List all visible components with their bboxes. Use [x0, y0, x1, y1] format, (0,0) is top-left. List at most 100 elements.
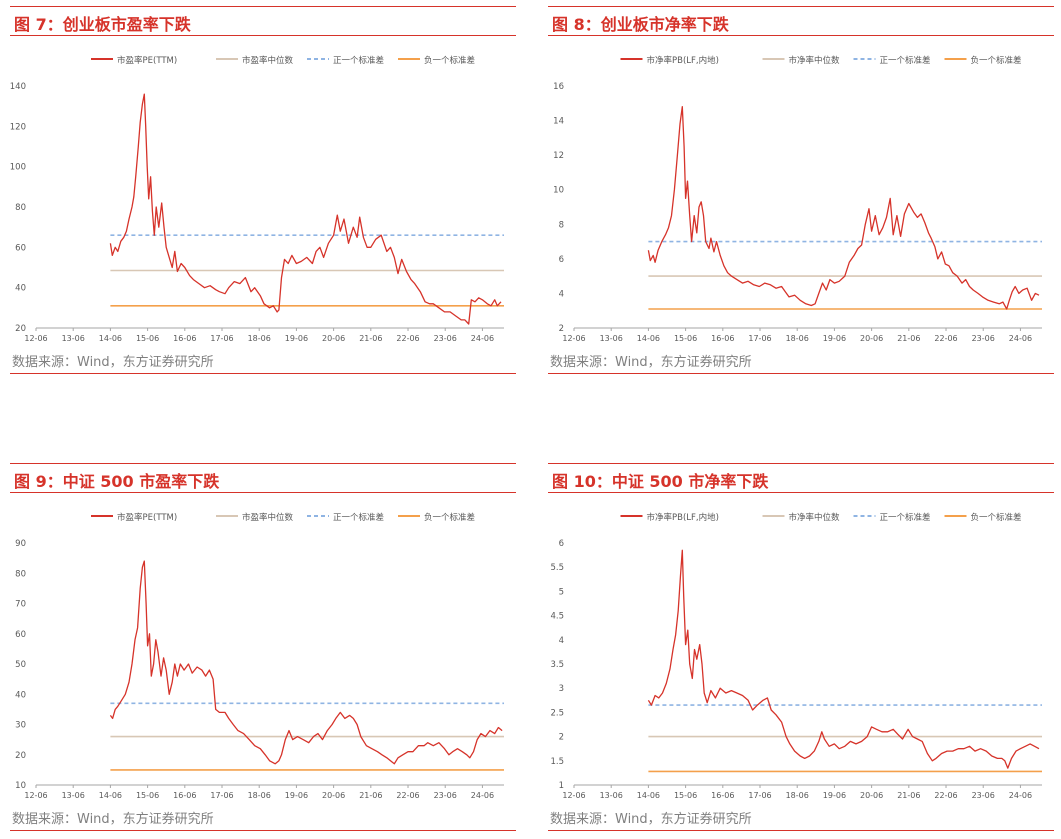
x-tick-label: 22-06	[934, 791, 957, 800]
x-tick-label: 12-06	[24, 334, 47, 343]
legend-label: 市净率中位数	[789, 512, 841, 523]
x-tick-label: 12-06	[24, 791, 47, 800]
y-tick-label: 5	[559, 587, 564, 597]
legend-label: 正一个标准差	[333, 55, 384, 66]
x-tick-label: 23-06	[972, 791, 995, 800]
y-tick-label: 80	[15, 569, 26, 579]
legend-item: 市净率PB(LF,内地)	[620, 512, 719, 523]
x-tick-label: 16-06	[711, 334, 734, 343]
source-note-bar: 数据来源：Wind，东方证券研究所	[10, 348, 516, 374]
legend-label: 市盈率PE(TTM)	[117, 55, 177, 66]
x-tick-label: 21-06	[359, 791, 382, 800]
legend-label: 负一个标准差	[971, 55, 1022, 66]
source-note-bar: 数据来源：Wind，东方证券研究所	[548, 348, 1054, 374]
legend-item: 正一个标准差	[307, 55, 384, 66]
y-tick-label: 60	[15, 630, 26, 640]
y-tick-label: 8	[559, 220, 564, 230]
line-chart: 市净率PB(LF,内地) 市净率中位数 正一个标准差 负一个标准差 1 1.5 2 2.5 3 3…	[550, 512, 1042, 800]
x-tick-label: 15-06	[136, 791, 159, 800]
x-tick-label: 20-06	[322, 791, 345, 800]
y-tick-label: 14	[553, 117, 564, 127]
x-tick-label: 12-06	[562, 791, 585, 800]
x-tick-label: 24-06	[1009, 791, 1032, 800]
series-line-main	[647, 106, 1040, 310]
legend-item: 市净率中位数	[762, 55, 841, 66]
legend-label: 负一个标准差	[424, 512, 475, 523]
x-tick-label: 22-06	[396, 791, 419, 800]
legend: 市净率PB(LF,内地) 市净率中位数 正一个标准差 负一个标准差	[620, 55, 1022, 66]
x-tick-label: 19-06	[285, 334, 308, 343]
y-tick-label: 70	[15, 600, 26, 610]
legend-item: 市净率中位数	[762, 512, 841, 523]
x-tick-label: 23-06	[434, 334, 457, 343]
x-tick-label: 13-06	[62, 791, 85, 800]
y-tick-label: 100	[10, 163, 26, 173]
x-tick-label: 13-06	[600, 334, 623, 343]
legend-label: 负一个标准差	[424, 55, 475, 66]
legend-item: 负一个标准差	[944, 55, 1022, 66]
y-tick-label: 20	[15, 324, 26, 334]
legend-item: 正一个标准差	[853, 55, 931, 66]
y-tick-label: 40	[15, 690, 26, 700]
x-tick-label: 18-06	[248, 334, 271, 343]
chart-title: 图 9：中证 500 市盈率下跌	[14, 472, 220, 491]
x-tick-label: 21-06	[897, 334, 920, 343]
y-tick-label: 50	[15, 660, 26, 670]
legend-label: 正一个标准差	[880, 512, 931, 523]
y-tick-label: 1.5	[550, 757, 564, 767]
y-tick-label: 60	[15, 243, 26, 253]
y-tick-label: 80	[15, 203, 26, 213]
x-tick-label: 21-06	[359, 334, 382, 343]
x-tick-label: 14-06	[99, 334, 122, 343]
legend-item: 负一个标准差	[398, 512, 475, 523]
chart-title-bar: 图 7：创业板市盈率下跌	[10, 6, 516, 36]
x-tick-label: 20-06	[860, 334, 883, 343]
legend-item: 负一个标准差	[398, 55, 475, 66]
x-tick-label: 15-06	[674, 791, 697, 800]
legend: 市盈率PE(TTM) 市盈率中位数 正一个标准差 负一个标准差	[91, 55, 475, 66]
y-tick-label: 12	[553, 151, 564, 161]
source-note: 数据来源：Wind，东方证券研究所	[12, 812, 214, 827]
x-tick-label: 13-06	[62, 334, 85, 343]
x-tick-label: 20-06	[322, 334, 345, 343]
y-tick-label: 2	[559, 324, 564, 334]
y-tick-label: 40	[15, 284, 26, 294]
legend-item: 市盈率中位数	[216, 512, 294, 523]
series-line-main	[109, 93, 502, 325]
y-tick-label: 2.5	[550, 708, 564, 718]
y-tick-label: 6	[559, 255, 564, 265]
x-tick-label: 22-06	[396, 334, 419, 343]
chart-title: 图 7：创业板市盈率下跌	[14, 15, 191, 34]
x-tick-label: 14-06	[637, 791, 660, 800]
y-tick-label: 4	[559, 289, 564, 299]
y-tick-label: 30	[15, 721, 26, 731]
legend-item: 正一个标准差	[307, 512, 384, 523]
y-tick-label: 10	[553, 186, 564, 196]
x-tick-label: 19-06	[285, 791, 308, 800]
y-tick-label: 120	[10, 122, 26, 132]
legend-item: 正一个标准差	[853, 512, 931, 523]
x-tick-label: 22-06	[934, 334, 957, 343]
x-tick-label: 19-06	[823, 791, 846, 800]
x-tick-label: 18-06	[786, 791, 809, 800]
legend-item: 负一个标准差	[944, 512, 1022, 523]
chart-title: 图 8：创业板市净率下跌	[552, 15, 729, 34]
y-tick-label: 4	[559, 636, 564, 646]
chart-title: 图 10：中证 500 市净率下跌	[552, 472, 769, 491]
legend-label: 负一个标准差	[971, 512, 1022, 523]
legend-label: 市净率中位数	[789, 55, 841, 66]
chart-title-bar: 图 8：创业板市净率下跌	[548, 6, 1054, 36]
x-tick-label: 16-06	[173, 334, 196, 343]
series-line-main	[647, 549, 1040, 769]
x-tick-label: 18-06	[786, 334, 809, 343]
x-tick-label: 24-06	[471, 791, 494, 800]
legend-item: 市盈率中位数	[216, 55, 294, 66]
legend-label: 市净率PB(LF,内地)	[647, 512, 719, 523]
legend-label: 市盈率中位数	[242, 55, 294, 66]
source-note-bar: 数据来源：Wind，东方证券研究所	[548, 805, 1054, 831]
x-tick-label: 17-06	[210, 791, 233, 800]
chart-title-bar: 图 9：中证 500 市盈率下跌	[10, 463, 516, 493]
legend-label: 正一个标准差	[880, 55, 931, 66]
x-tick-label: 17-06	[210, 334, 233, 343]
y-tick-label: 3	[559, 684, 564, 694]
